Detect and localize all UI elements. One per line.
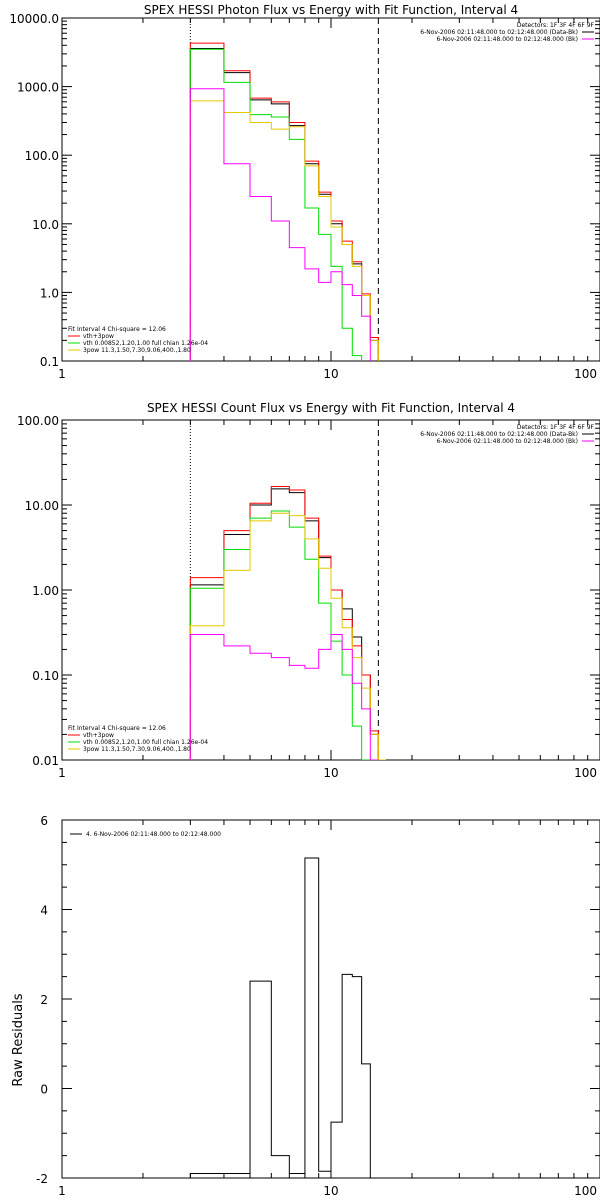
legend-header: Fit Interval 4 Chi-square = 12.06 bbox=[68, 326, 166, 333]
y-tick-label: 0.1 bbox=[40, 355, 59, 369]
y-tick-label: -2 bbox=[36, 1172, 48, 1186]
y-tick-label: 10.00 bbox=[25, 499, 59, 513]
y-tick-label: 0.01 bbox=[32, 754, 59, 768]
legend-entry-label: 3pow 11.3,1.50,7.30,9.06,400.,1.80 bbox=[83, 347, 191, 354]
chart-title: SPEX HESSI Photon Flux vs Energy with Fi… bbox=[144, 3, 518, 17]
legend-header: Detectors: 1F 3F 4F 6F 9F bbox=[517, 22, 595, 29]
series-line-2 bbox=[189, 510, 371, 760]
legend-header: Detectors: 1F 3F 4F 6F 9F bbox=[517, 424, 595, 431]
legend-entry-label: 6-Nov-2006 02:11:48.000 to 02:12:48.000 … bbox=[436, 438, 578, 445]
series-line-1 bbox=[189, 486, 386, 760]
y-tick-label: 0 bbox=[40, 1083, 48, 1097]
y-tick-label: 100.00 bbox=[17, 414, 59, 428]
y-tick-label: 100.0 bbox=[25, 149, 59, 163]
y-tick-label: 1.00 bbox=[32, 584, 59, 598]
y-tick-label: 10000.0 bbox=[9, 12, 59, 26]
series-line-3 bbox=[189, 512, 386, 760]
y-tick-label: 1.0 bbox=[40, 286, 59, 300]
legend-entry-label: 4. 6-Nov-2006 02:11:48.000 to 02:12:48.0… bbox=[86, 831, 221, 838]
series-line-2 bbox=[189, 48, 363, 361]
y-tick-label: 4 bbox=[40, 904, 48, 918]
legend-entry-label: 3pow 11.3,1.50,7.30,9.06,400.,1.80 bbox=[83, 746, 191, 753]
legend-header: Fit Interval 4 Chi-square = 12.06 bbox=[68, 725, 166, 732]
series-group bbox=[189, 42, 379, 361]
legend-entry-label: vth+3pow bbox=[83, 732, 114, 739]
series-line-0 bbox=[189, 488, 386, 760]
legend-entry-label: vth 0.00852,1.20,1.00 full chian 1.26e-0… bbox=[83, 739, 208, 746]
chart-title: SPEX HESSI Count Flux vs Energy with Fit… bbox=[147, 401, 515, 415]
legend-entry-label: 6-Nov-2006 02:11:48.000 to 02:12:48.000 … bbox=[420, 29, 578, 36]
photon-flux-chart: SPEX HESSI Photon Flux vs Energy with Fi… bbox=[9, 3, 600, 380]
legend-entry-label: vth 0.00852,1.20,1.00 full chian 1.26e-0… bbox=[83, 340, 208, 347]
series-line-4 bbox=[189, 88, 371, 361]
x-tick-label: 10 bbox=[323, 367, 338, 380]
count-flux-chart: SPEX HESSI Count Flux vs Energy with Fit… bbox=[17, 401, 600, 780]
y-axis-label: Raw Residuals bbox=[11, 993, 26, 1086]
x-tick-label: 10 bbox=[323, 1184, 338, 1198]
x-tick-label: 1 bbox=[58, 367, 66, 380]
x-tick-label: 100 bbox=[574, 367, 597, 380]
x-tick-label: 10 bbox=[323, 766, 338, 780]
series-line-4 bbox=[189, 633, 379, 760]
legend-entry-label: 6-Nov-2006 02:11:48.000 to 02:12:48.000 … bbox=[420, 431, 578, 438]
series-group bbox=[189, 486, 386, 760]
residuals-chart: Raw Residuals 1 10 100 -2 0 2 4 6 4. 6-Nov-2006 … bbox=[11, 814, 600, 1198]
series-line-1 bbox=[189, 42, 379, 361]
x-tick-label: 100 bbox=[574, 1184, 597, 1198]
x-tick-label: 1 bbox=[58, 766, 66, 780]
x-tick-label: 100 bbox=[574, 766, 597, 780]
series-line-3 bbox=[189, 100, 379, 361]
y-tick-label: 0.10 bbox=[32, 669, 59, 683]
y-tick-label: 10.0 bbox=[32, 218, 59, 232]
y-tick-label: 2 bbox=[40, 993, 48, 1007]
series-line-0 bbox=[189, 857, 371, 1178]
series-line-0 bbox=[189, 47, 379, 361]
series-group bbox=[189, 857, 371, 1178]
legend-entry-label: 6-Nov-2006 02:11:48.000 to 02:12:48.000 … bbox=[436, 36, 578, 43]
plot-frame bbox=[61, 17, 600, 362]
x-tick-label: 1 bbox=[58, 1184, 66, 1198]
legend-entry-label: vth+3pow bbox=[83, 333, 114, 340]
y-tick-label: 6 bbox=[40, 814, 48, 828]
y-tick-label: 1000.0 bbox=[17, 81, 59, 95]
